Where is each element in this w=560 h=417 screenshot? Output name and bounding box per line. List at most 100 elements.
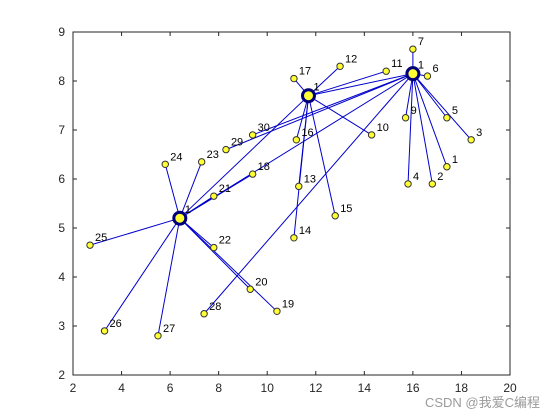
node-point xyxy=(290,74,298,83)
y-tick-label: 8 xyxy=(58,74,65,88)
node-point xyxy=(443,163,451,171)
y-tick-label: 9 xyxy=(58,25,65,39)
node-point xyxy=(246,285,254,293)
node-edge xyxy=(89,217,180,246)
node-point xyxy=(210,192,218,200)
node-point xyxy=(401,114,410,122)
node-label: 5 xyxy=(452,105,458,117)
x-tick-label: 10 xyxy=(261,381,275,395)
x-tick-label: 8 xyxy=(215,381,222,395)
node-edge xyxy=(225,73,414,151)
node-label: 14 xyxy=(299,225,311,237)
node-label: 27 xyxy=(163,323,175,335)
node-label: 3 xyxy=(476,127,482,139)
node-markers xyxy=(86,45,475,340)
plot-area xyxy=(72,31,511,376)
node-point xyxy=(409,45,417,53)
node-edge xyxy=(412,73,448,167)
node-point xyxy=(248,131,257,139)
node-label: 1 xyxy=(452,154,458,166)
node-label: 22 xyxy=(219,235,231,247)
node-edge xyxy=(157,218,181,336)
node-label: 4 xyxy=(413,171,419,183)
node-point xyxy=(292,136,301,144)
node-label: 6 xyxy=(432,63,438,75)
node-edge xyxy=(203,73,414,315)
node-point xyxy=(222,145,230,154)
node-point xyxy=(154,332,162,340)
node-label: 16 xyxy=(301,127,313,139)
x-tick-label: 16 xyxy=(406,381,420,395)
node-label: 21 xyxy=(219,183,231,195)
node-edge xyxy=(412,73,433,184)
node-label: 18 xyxy=(258,161,270,173)
node-label: 23 xyxy=(207,149,219,161)
node-label: 9 xyxy=(411,105,417,117)
node-point xyxy=(404,180,412,188)
node-edge xyxy=(252,73,414,136)
y-tick-label: 5 xyxy=(58,221,65,235)
node-point xyxy=(367,131,376,139)
node-label: 7 xyxy=(418,36,424,48)
x-tick-label: 6 xyxy=(167,381,174,395)
y-tick-label: 2 xyxy=(58,368,65,382)
node-point xyxy=(467,136,475,144)
node-edge xyxy=(308,95,336,216)
node-point xyxy=(197,158,206,166)
node-edge xyxy=(293,95,309,238)
node-edge xyxy=(412,73,448,119)
node-edge xyxy=(412,73,472,141)
node-edge xyxy=(104,217,181,332)
x-tick-label: 4 xyxy=(118,381,125,395)
node-point xyxy=(161,160,169,169)
node-point xyxy=(382,67,390,75)
node-point xyxy=(443,114,451,122)
x-tick-label: 18 xyxy=(455,381,469,395)
node-point xyxy=(295,182,303,191)
node-point xyxy=(331,212,339,220)
hub-edge xyxy=(308,73,413,97)
node-label: 17 xyxy=(299,66,311,78)
node-labels: 1234567910111213141516171819202122232425… xyxy=(95,36,482,335)
node-edge xyxy=(295,95,309,140)
x-tick-label: 14 xyxy=(358,381,372,395)
x-tick-label: 2 xyxy=(70,381,77,395)
node-edge xyxy=(179,217,251,290)
node-label: 25 xyxy=(95,232,107,244)
node-point xyxy=(210,243,218,252)
node-label: 28 xyxy=(209,301,221,313)
hub-point xyxy=(172,210,188,226)
node-label: 10 xyxy=(377,122,389,134)
node-edge xyxy=(179,161,203,219)
node-label: 2 xyxy=(437,171,443,183)
node-point xyxy=(290,234,298,242)
x-tick-label: 20 xyxy=(503,381,517,395)
node-edge xyxy=(164,164,181,219)
node-point xyxy=(100,327,109,335)
node-label: 11 xyxy=(391,58,402,70)
node-point xyxy=(423,72,432,80)
node-point xyxy=(428,180,437,188)
node-label: 12 xyxy=(345,53,357,65)
node-label: 26 xyxy=(110,318,122,330)
node-label: 20 xyxy=(255,276,267,288)
node-label: 29 xyxy=(231,137,243,149)
hub-point xyxy=(405,66,421,82)
node-point xyxy=(273,307,281,315)
node-label: 19 xyxy=(282,298,294,310)
node-edge xyxy=(308,95,372,136)
hub-label: 1 xyxy=(185,204,191,216)
node-edge xyxy=(308,70,387,97)
node-label: 13 xyxy=(304,173,316,185)
node-point xyxy=(86,241,94,249)
x-tick-label: 12 xyxy=(309,381,323,395)
y-tick-label: 7 xyxy=(58,123,65,137)
hub-edge xyxy=(179,95,309,219)
hub-point xyxy=(300,88,316,104)
node-point xyxy=(248,170,257,178)
node-point xyxy=(336,62,344,71)
hub-label: 1 xyxy=(418,60,424,72)
y-tick-label: 3 xyxy=(58,319,65,333)
